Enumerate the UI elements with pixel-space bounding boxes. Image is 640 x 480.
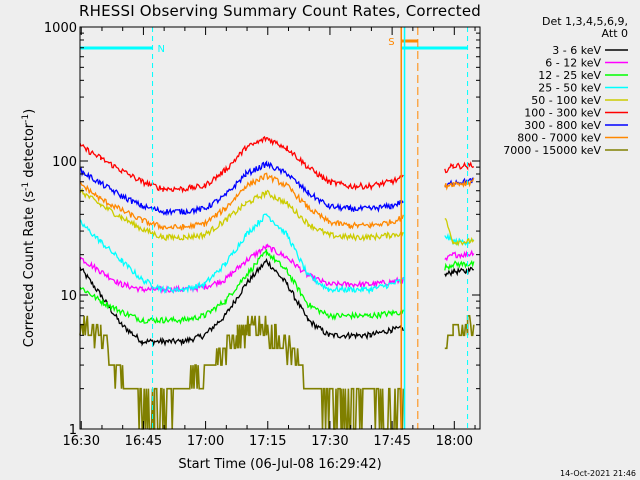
series-line-8 xyxy=(79,315,475,430)
legend-label-8: 7000 - 15000 keV xyxy=(503,144,601,157)
legend-label-1: 6 - 12 keV xyxy=(545,57,601,70)
x-tick-label-0: 16:30 xyxy=(63,434,100,449)
legend-label-4: 50 - 100 keV xyxy=(531,94,601,107)
series-8 xyxy=(79,315,475,430)
series-layer xyxy=(79,135,475,430)
series-0 xyxy=(79,257,474,347)
legend-header-2: Att 0 xyxy=(602,27,628,40)
chart-title: RHESSI Observing Summary Count Rates, Co… xyxy=(78,2,481,20)
series-line-4 xyxy=(79,187,475,247)
series-line-7 xyxy=(79,172,475,231)
series-line-2 xyxy=(79,248,475,325)
y-tick-label-0: 1 xyxy=(69,423,77,438)
series-line-1 xyxy=(79,243,475,295)
x-tick-label-3: 17:15 xyxy=(249,434,286,449)
x-tick-label-5: 17:45 xyxy=(373,434,410,449)
series-line-3 xyxy=(79,213,474,295)
footer-timestamp: 14-Oct-2021 21:46 xyxy=(560,469,636,478)
x-tick-label-6: 18:00 xyxy=(436,434,473,449)
legend-label-6: 300 - 800 keV xyxy=(524,119,601,132)
series-line-5 xyxy=(79,135,475,194)
night-label: N xyxy=(158,44,165,55)
x-axis-title: Start Time (06-Jul-08 16:29:42) xyxy=(178,457,381,472)
x-tick-label-2: 17:00 xyxy=(187,434,224,449)
y-tick-label-2: 100 xyxy=(52,155,77,170)
saa-label: S xyxy=(388,37,394,48)
series-2 xyxy=(79,248,475,325)
series-1 xyxy=(79,243,475,295)
legend-label-2: 12 - 25 keV xyxy=(538,69,601,82)
series-6 xyxy=(79,160,474,217)
x-tick-label-1: 16:45 xyxy=(125,434,162,449)
series-line-6 xyxy=(79,160,474,217)
legend-label-7: 800 - 7000 keV xyxy=(517,132,601,145)
series-7 xyxy=(79,172,475,231)
legend-label-5: 100 - 300 keV xyxy=(524,107,601,120)
y-axis-title: Corrected Count Rate (s-1 detector-1) xyxy=(21,109,37,347)
y-tick-label-1: 10 xyxy=(60,289,77,304)
legend-label-3: 25 - 50 keV xyxy=(538,82,601,95)
series-line-0 xyxy=(79,257,474,347)
y-tick-label-3: 1000 xyxy=(44,21,77,36)
legend-header: Det 1,3,4,5,6,9, xyxy=(542,15,628,28)
series-4 xyxy=(79,187,475,247)
axis-layer: 16:30 16:45 17:00 17:15 17:30 17:45 18:00 1 10 10… xyxy=(44,21,480,449)
x-tick-label-4: 17:30 xyxy=(311,434,348,449)
legend-label-0: 3 - 6 keV xyxy=(552,44,601,57)
plot-frame xyxy=(79,26,481,430)
series-3 xyxy=(79,213,474,295)
annotation-layer: NS xyxy=(80,27,469,429)
series-5 xyxy=(79,135,475,194)
